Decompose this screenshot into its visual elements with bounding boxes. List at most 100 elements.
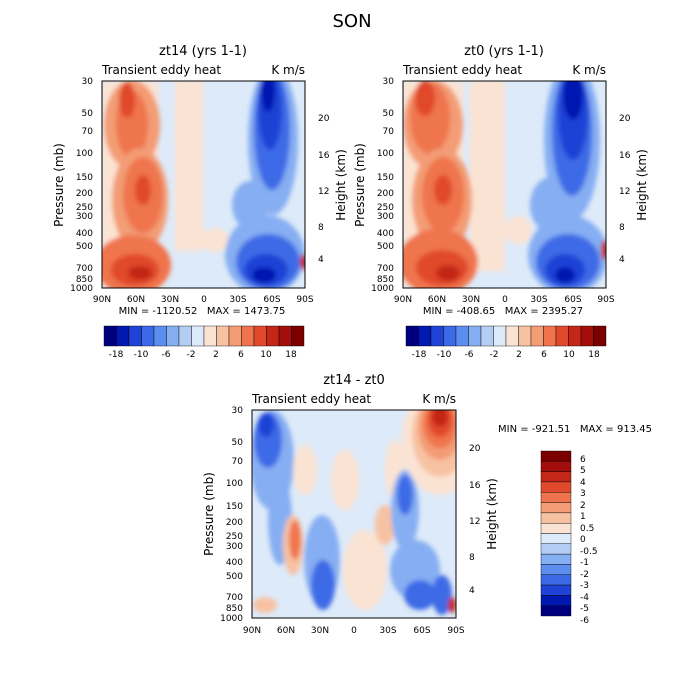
colorbar-swatch [191, 325, 205, 347]
colorbar-swatch [153, 325, 167, 347]
x-tick-label: 30S [379, 626, 396, 636]
colorbar-swatch [228, 325, 242, 347]
y-tick-label: 70 [383, 127, 395, 137]
y-axis-label: Pressure (mb) [353, 143, 367, 227]
colorbar-swatch [443, 325, 457, 347]
colorbar-tick-label: 5 [580, 466, 586, 476]
x-tick-label: 0 [201, 295, 207, 305]
colorbar-swatch [540, 533, 572, 545]
panel-subtitle: Transient eddy heat [101, 63, 221, 77]
panel-zt0: zt0 (yrs 1-1) Transient eddy heat K m/s [353, 44, 649, 360]
colorbar-tick-label: -5 [580, 604, 589, 614]
colorbar-swatch [405, 325, 419, 347]
y-right-axis-label: Height (km) [635, 149, 649, 220]
colorbar-tick-label: 6 [238, 350, 244, 360]
colorbar-tick-label: 0.5 [580, 524, 594, 534]
y-axis-right-ticks: 20 16 12 8 4 [619, 114, 631, 265]
x-tick-label: 60N [127, 295, 145, 305]
colorbar-tick-label: 2 [213, 350, 219, 360]
y-axis-right-ticks: 20 16 12 8 4 [318, 114, 330, 265]
colorbar-tick-label: -10 [134, 350, 149, 360]
y-tick-label: 100 [226, 479, 243, 489]
y-tick-label: 70 [232, 457, 244, 467]
y-right-tick-label: 4 [318, 255, 324, 265]
panel-title: zt0 (yrs 1-1) [464, 44, 544, 59]
y-right-tick-label: 8 [469, 553, 475, 563]
colorbar-tick-label: -2 [490, 350, 499, 360]
colorbar-tick-label: 10 [563, 350, 575, 360]
colorbar-tick-label: 18 [285, 350, 297, 360]
colorbar-swatch [430, 325, 444, 347]
colorbar-swatch [540, 605, 572, 617]
colorbar-swatch [540, 512, 572, 524]
colorbar-swatch [493, 325, 507, 347]
panel-subtitle: Transient eddy heat [251, 392, 371, 406]
y-right-tick-label: 12 [619, 187, 630, 197]
x-tick-label: 90N [243, 626, 261, 636]
y-tick-label: 200 [76, 189, 93, 199]
panel-units: K m/s [271, 63, 305, 77]
x-axis-ticks: 90N 60N 30N 0 30S 60S 90S [394, 295, 615, 305]
y-tick-label: 30 [82, 77, 94, 87]
y-tick-label: 300 [76, 212, 93, 222]
colorbar-swatch [555, 325, 569, 347]
y-tick-label: 30 [383, 77, 395, 87]
x-tick-label: 30N [462, 295, 480, 305]
heatmap-field [252, 410, 456, 618]
colorbar-tick-label: 6 [580, 455, 586, 465]
colorbar-swatch [540, 553, 572, 565]
y-tick-label: 150 [76, 173, 93, 183]
colorbar-swatch [178, 325, 192, 347]
x-tick-label: 90S [597, 295, 614, 305]
y-tick-label: 1000 [371, 284, 394, 294]
colorbar-tick-label: -10 [437, 350, 452, 360]
y-tick-label: 300 [377, 212, 394, 222]
colorbar-swatch [266, 325, 280, 347]
colorbar-swatch [540, 574, 572, 586]
x-tick-label: 60N [428, 295, 446, 305]
x-tick-label: 30N [311, 626, 329, 636]
x-axis-ticks: 90N 60N 30N 0 30S 60S 90S [243, 626, 465, 636]
figure-title: SON [332, 11, 371, 32]
colorbar-labels: -18 -10 -6 -2 2 6 10 18 [109, 350, 297, 360]
colorbar-tick-label: 18 [588, 350, 600, 360]
y-tick-label: 500 [226, 572, 243, 582]
y-tick-label: 100 [76, 149, 93, 159]
colorbar-swatch [505, 325, 519, 347]
y-tick-label: 500 [377, 242, 394, 252]
x-tick-label: 90S [296, 295, 313, 305]
colorbar-tick-label: -6 [162, 350, 171, 360]
y-right-tick-label: 20 [318, 114, 330, 124]
colorbar-swatch [540, 461, 572, 472]
x-tick-label: 30S [530, 295, 547, 305]
colorbar-tick-label: 4 [580, 478, 586, 488]
colorbar-swatch [253, 325, 267, 347]
y-right-tick-label: 8 [318, 223, 324, 233]
y-right-tick-label: 20 [619, 114, 631, 124]
colorbar-tick-label: -2 [580, 570, 589, 580]
colorbar-swatch [141, 325, 155, 347]
x-tick-label: 90N [93, 295, 111, 305]
colorbar-swatch [540, 595, 572, 606]
colorbar-tick-label: 2 [516, 350, 522, 360]
colorbar [540, 450, 572, 617]
y-right-tick-label: 4 [469, 586, 475, 596]
y-tick-label: 100 [377, 149, 394, 159]
y-tick-label: 70 [82, 127, 94, 137]
colorbar-swatch [103, 325, 117, 347]
colorbar-swatch [568, 325, 582, 347]
colorbar-tick-label: -6 [580, 616, 589, 626]
colorbar-tick-label: 2 [580, 501, 586, 511]
x-tick-label: 60N [277, 626, 295, 636]
colorbar-swatch [540, 543, 572, 555]
y-tick-label: 200 [226, 518, 243, 528]
x-tick-label: 0 [351, 626, 357, 636]
panel-units: K m/s [422, 392, 456, 406]
y-tick-label: 700 [76, 264, 93, 274]
x-axis-ticks: 90N 60N 30N 0 30S 60S 90S [93, 295, 314, 305]
x-tick-label: 0 [502, 295, 508, 305]
y-axis-right-ticks: 20 16 12 8 4 [469, 444, 481, 596]
y-tick-label: 500 [76, 242, 93, 252]
panel-title: zt14 (yrs 1-1) [159, 44, 247, 59]
colorbar-swatch [166, 325, 180, 347]
